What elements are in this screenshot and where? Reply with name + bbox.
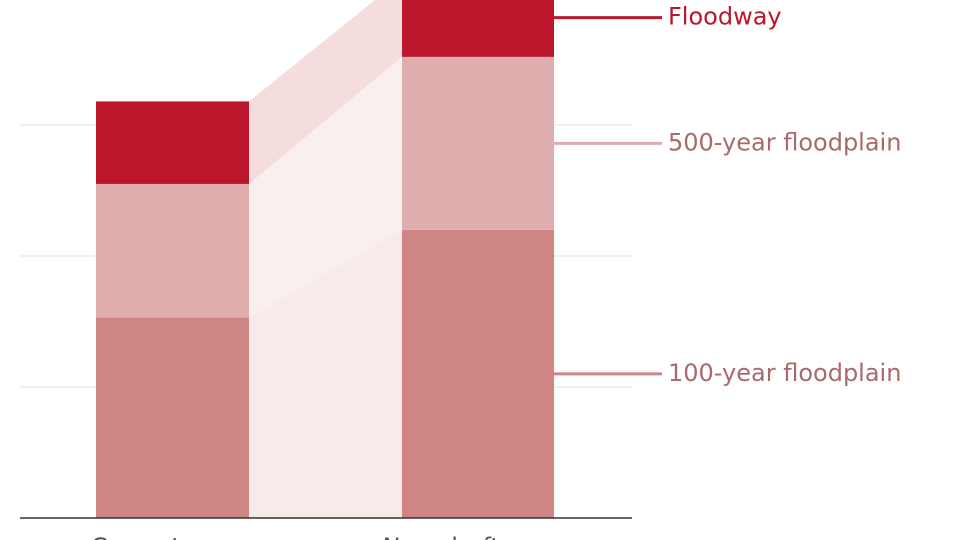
bar-segment bbox=[402, 56, 554, 230]
ribbon bbox=[249, 56, 402, 318]
x-tick-label: New draft maps bbox=[383, 533, 574, 540]
legend-label: 100-year floodplain bbox=[668, 359, 901, 387]
legend-label: Floodway bbox=[668, 3, 782, 31]
bar-segment bbox=[96, 317, 249, 518]
bar-segment bbox=[96, 183, 249, 318]
ribbon bbox=[249, 0, 402, 184]
legend-label: 500-year floodplain bbox=[668, 128, 901, 156]
bar-segment bbox=[96, 101, 249, 184]
x-tick-label: Current maps bbox=[91, 533, 255, 540]
bar-segment bbox=[402, 229, 554, 519]
bar-segment bbox=[402, 0, 554, 57]
ribbon bbox=[249, 229, 402, 519]
